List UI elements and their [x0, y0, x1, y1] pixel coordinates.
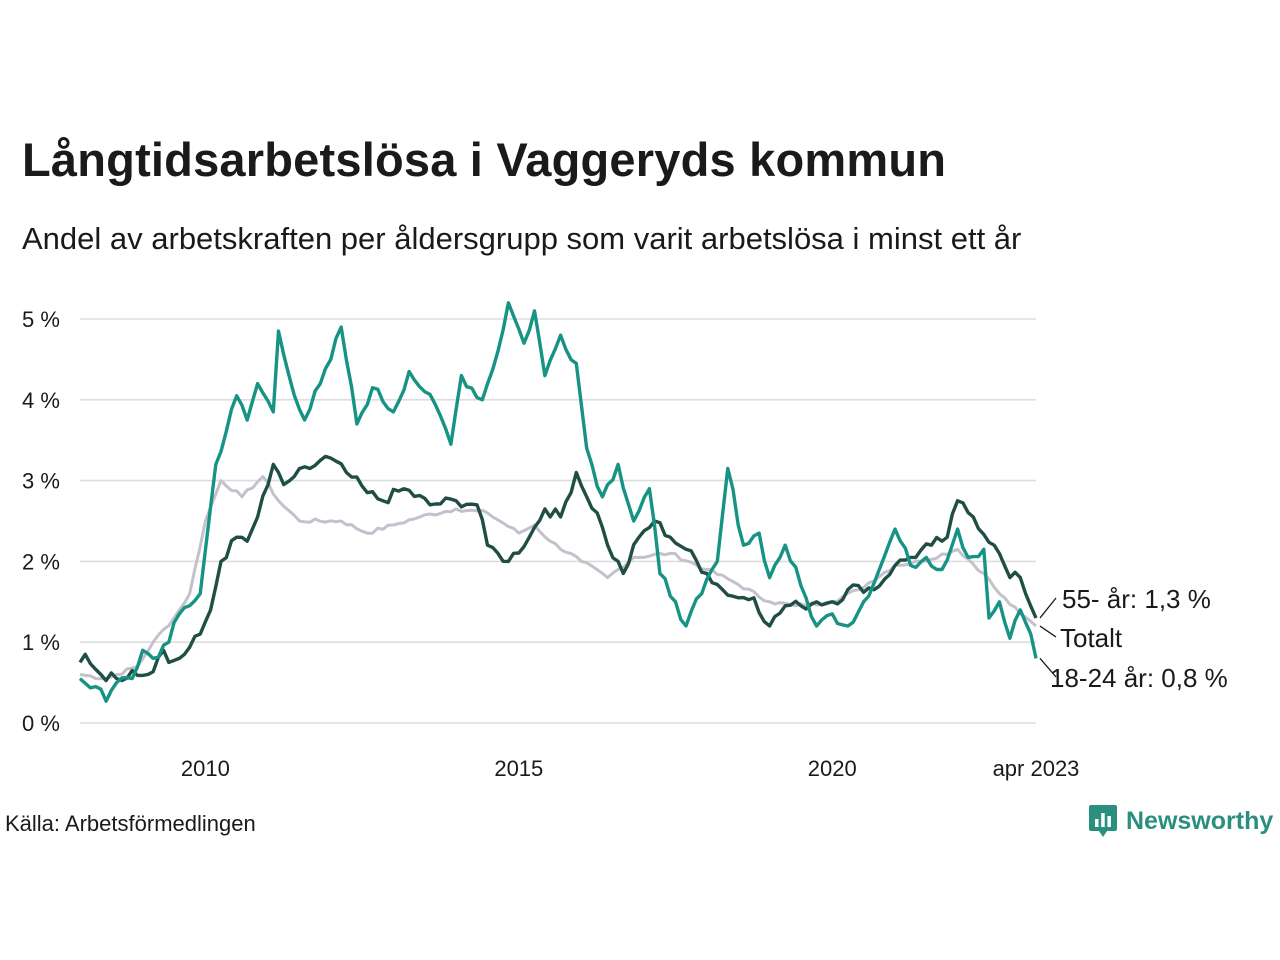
series-line-0 — [79, 475, 1037, 681]
chart-title: Långtidsarbetslösa i Vaggeryds kommun — [22, 133, 947, 186]
leader-line — [1039, 625, 1057, 638]
y-tick-label: 3 % — [22, 469, 60, 494]
y-tick-label: 2 % — [22, 549, 60, 574]
bar-chart-icon — [1089, 805, 1117, 837]
series-lines — [78, 301, 1038, 703]
chart-subtitle: Andel av arbetskraften per åldersgrupp s… — [22, 221, 1022, 256]
series-end-label: 18-24 år: 0,8 % — [1050, 663, 1228, 693]
series-line-2 — [78, 301, 1038, 703]
y-tick-label: 0 % — [22, 711, 60, 736]
y-tick-label: 1 % — [22, 630, 60, 655]
series-end-labels: 55- år: 1,3 % Totalt 18-24 år: 0,8 % — [1039, 584, 1228, 693]
source-note: Källa: Arbetsförmedlingen — [5, 811, 256, 836]
series-line-1 — [78, 454, 1038, 683]
series-end-label: 55- år: 1,3 % — [1062, 584, 1211, 614]
leader-line — [1039, 657, 1057, 678]
x-tick-label: apr 2023 — [993, 756, 1080, 781]
leader-line — [1039, 597, 1057, 619]
gridlines — [80, 318, 1036, 724]
y-tick-label: 5 % — [22, 307, 60, 332]
y-tick-label: 4 % — [22, 388, 60, 413]
brand-name: Newsworthy — [1126, 806, 1274, 835]
x-tick-label: 2015 — [494, 756, 543, 781]
x-tick-label: 2010 — [181, 756, 230, 781]
axis-labels: 0 % 1 % 2 % 3 % 4 % 5 % 2010 2015 2020 apr 2023 — [22, 307, 1079, 781]
x-tick-label: 2020 — [808, 756, 857, 781]
brand-logo: Newsworthy — [1088, 804, 1273, 838]
series-end-label: Totalt — [1060, 623, 1123, 653]
